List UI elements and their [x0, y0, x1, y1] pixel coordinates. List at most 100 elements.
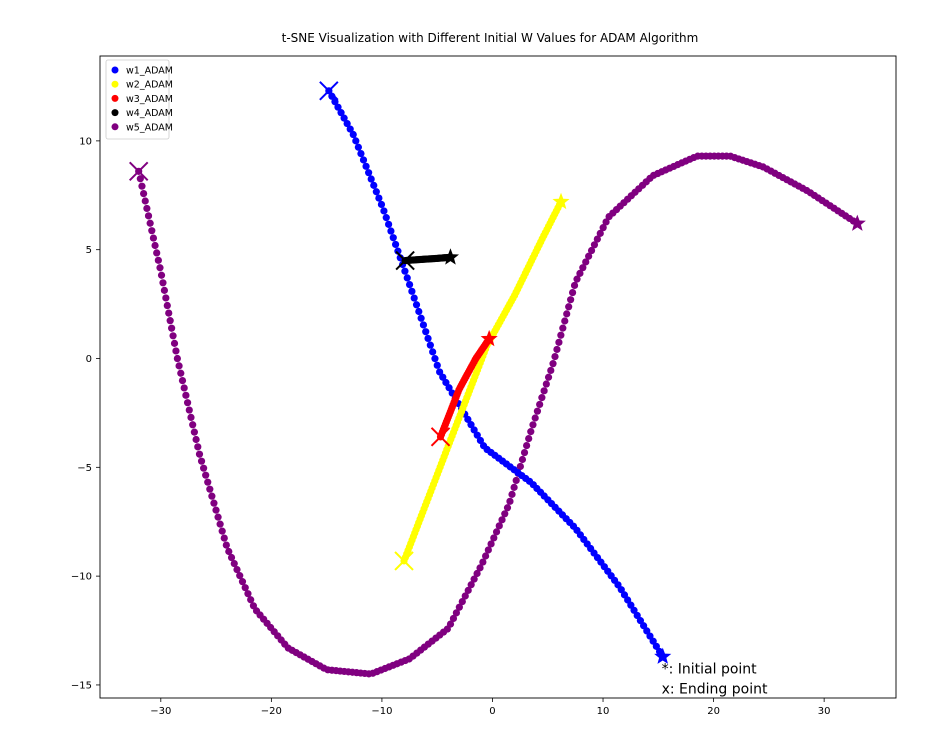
data-point [159, 279, 167, 287]
data-point [238, 578, 247, 586]
data-point [467, 421, 475, 429]
data-point [624, 596, 632, 604]
data-point [202, 471, 210, 479]
data-point [544, 373, 553, 381]
data-point [567, 296, 575, 304]
data-point [473, 431, 481, 439]
data-point [476, 436, 485, 445]
y-tick-label: 10 [79, 136, 92, 147]
series-w5_ADAM [128, 152, 866, 678]
ending-point-marker [430, 427, 451, 447]
x-tick-label: 30 [818, 706, 831, 717]
ending-point-marker [319, 81, 339, 101]
data-point [385, 220, 393, 228]
data-point [183, 399, 192, 407]
data-point [417, 314, 425, 322]
data-point [222, 541, 230, 549]
data-point [405, 280, 414, 289]
data-point [446, 620, 455, 628]
data-point [359, 156, 368, 164]
ending-point-marker [394, 551, 414, 571]
ending-point-marker [128, 161, 149, 182]
data-point [422, 328, 430, 336]
data-point [236, 572, 244, 580]
data-point [154, 256, 162, 264]
initial-point-marker [552, 192, 570, 210]
data-point [195, 450, 204, 458]
data-point [506, 497, 514, 505]
y-tick-label: 5 [86, 245, 92, 256]
legend-entry: w5_ADAM [126, 122, 173, 133]
y-tick-label: 0 [86, 354, 92, 365]
data-point [153, 249, 161, 257]
axes: −30 −20 −10 0 10 20 30 −15 −10 −5 0 5 10 [71, 55, 897, 717]
legend-marker [111, 109, 119, 117]
x-tick-label: 0 [489, 706, 495, 717]
data-point [165, 309, 173, 317]
data-point [442, 378, 450, 387]
data-point [349, 130, 357, 139]
data-point [479, 558, 487, 566]
data-point [160, 286, 169, 294]
data-point [587, 246, 596, 255]
data-point [212, 506, 220, 514]
data-point [557, 331, 565, 339]
data-point [177, 369, 185, 377]
data-point [540, 387, 548, 395]
x-tick-label: −30 [150, 706, 171, 717]
data-point [241, 584, 249, 592]
y-tick-label: −15 [71, 680, 92, 691]
data-point [470, 575, 478, 583]
data-point [464, 586, 472, 594]
data-point [464, 415, 472, 423]
data-point [391, 240, 400, 249]
data-point [452, 609, 460, 617]
data-point [455, 603, 463, 611]
data-point [555, 338, 563, 346]
data-point [538, 394, 546, 402]
data-point [220, 534, 228, 542]
data-point [426, 341, 434, 349]
x-tick-label: −10 [371, 706, 392, 717]
legend-marker [111, 80, 119, 88]
data-point [640, 622, 648, 630]
data-point [163, 301, 171, 310]
data-point [585, 252, 593, 260]
data-point [482, 552, 490, 560]
data-point [510, 483, 518, 491]
data-point [206, 485, 214, 493]
data-point [415, 307, 423, 316]
data-point [227, 553, 236, 562]
data-point [337, 109, 345, 117]
data-point [573, 275, 581, 283]
data-point [551, 352, 559, 361]
legend-marker [111, 123, 119, 131]
data-point [149, 234, 158, 242]
data-point [200, 464, 208, 472]
legend-entry: w3_ADAM [126, 94, 173, 105]
x-tick-label: 10 [597, 706, 610, 717]
series-w2_ADAM [394, 192, 570, 571]
data-point [599, 224, 607, 232]
data-point [568, 288, 577, 297]
data-point [218, 527, 226, 535]
data-point [216, 520, 224, 528]
data-point [431, 355, 439, 363]
series-w4_ADAM [395, 248, 460, 271]
data-point [646, 632, 654, 640]
data-point [214, 513, 222, 521]
data-point [630, 606, 638, 614]
chart-title: t-SNE Visualization with Different Initi… [282, 31, 699, 45]
data-point [210, 499, 218, 507]
data-point [157, 271, 166, 279]
data-point [649, 637, 657, 645]
data-point [529, 421, 537, 429]
data-point [531, 414, 539, 422]
data-point [178, 377, 187, 385]
data-point [553, 345, 561, 354]
data-point [547, 366, 555, 375]
data-point [233, 566, 241, 574]
series-w1_ADAM [319, 81, 672, 664]
ending-point-marker [395, 250, 415, 271]
